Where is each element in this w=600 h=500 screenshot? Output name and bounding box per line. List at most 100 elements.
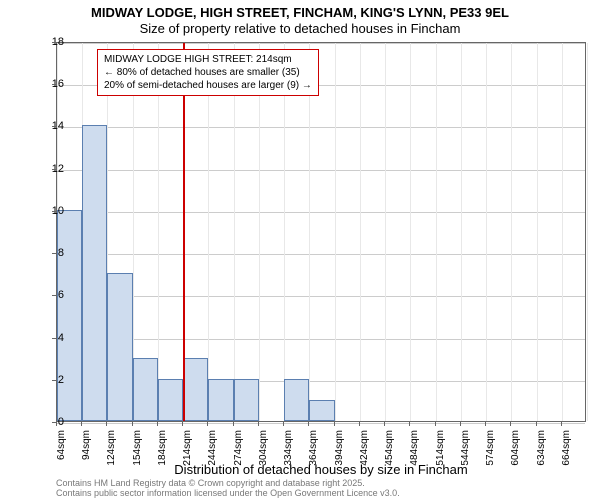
x-tick-mark (510, 422, 511, 426)
grid-line-v (562, 43, 563, 421)
grid-line (57, 43, 585, 44)
y-tick-mark (52, 84, 56, 85)
histogram-bar (107, 273, 132, 421)
x-tick-mark (334, 422, 335, 426)
histogram-bar (183, 358, 208, 421)
footer-line-2: Contains public sector information licen… (56, 488, 400, 498)
grid-line (57, 423, 585, 424)
x-tick-label: 124sqm (106, 430, 117, 470)
y-tick-mark (52, 253, 56, 254)
x-tick-label: 574sqm (485, 430, 496, 470)
grid-line-v (234, 43, 235, 421)
x-tick-mark (409, 422, 410, 426)
grid-line-v (309, 43, 310, 421)
grid-line-v (335, 43, 336, 421)
grid-line-v (259, 43, 260, 421)
plot-area: MIDWAY LODGE HIGH STREET: 214sqm← 80% of… (56, 42, 586, 422)
grid-line (57, 339, 585, 340)
grid-line-v (158, 43, 159, 421)
grid-line-v (511, 43, 512, 421)
x-tick-label: 424sqm (359, 430, 370, 470)
histogram-bar (133, 358, 158, 421)
histogram-bar (309, 400, 334, 421)
grid-line-v (587, 43, 588, 421)
histogram-bar (158, 379, 183, 421)
x-tick-label: 454sqm (384, 430, 395, 470)
y-tick-label: 2 (58, 374, 64, 386)
x-tick-label: 184sqm (157, 430, 168, 470)
y-tick-label: 6 (58, 289, 64, 301)
x-tick-label: 664sqm (561, 430, 572, 470)
y-tick-label: 8 (58, 247, 64, 259)
x-tick-mark (561, 422, 562, 426)
y-tick-label: 4 (58, 332, 64, 344)
x-tick-mark (283, 422, 284, 426)
grid-line (57, 254, 585, 255)
x-tick-mark (233, 422, 234, 426)
grid-line-v (537, 43, 538, 421)
x-tick-label: 154sqm (132, 430, 143, 470)
x-tick-label: 604sqm (510, 430, 521, 470)
x-tick-label: 334sqm (283, 430, 294, 470)
annotation-box: MIDWAY LODGE HIGH STREET: 214sqm← 80% of… (97, 49, 319, 96)
grid-line-v (360, 43, 361, 421)
x-tick-mark (182, 422, 183, 426)
y-tick-mark (52, 295, 56, 296)
x-tick-label: 274sqm (233, 430, 244, 470)
x-tick-mark (106, 422, 107, 426)
grid-line-v (385, 43, 386, 421)
x-tick-mark (56, 422, 57, 426)
x-tick-label: 244sqm (207, 430, 218, 470)
y-tick-label: 0 (58, 416, 64, 428)
grid-line-v (486, 43, 487, 421)
x-tick-mark (207, 422, 208, 426)
y-tick-mark (52, 380, 56, 381)
grid-line (57, 127, 585, 128)
x-tick-label: 394sqm (334, 430, 345, 470)
grid-line (57, 170, 585, 171)
x-tick-label: 544sqm (460, 430, 471, 470)
x-tick-mark (384, 422, 385, 426)
histogram-bar (234, 379, 259, 421)
x-tick-label: 634sqm (536, 430, 547, 470)
x-tick-mark (132, 422, 133, 426)
annotation-line: ← 80% of detached houses are smaller (35… (104, 66, 312, 79)
grid-line-v (284, 43, 285, 421)
x-tick-mark (258, 422, 259, 426)
x-tick-mark (81, 422, 82, 426)
x-tick-label: 484sqm (409, 430, 420, 470)
x-tick-label: 304sqm (258, 430, 269, 470)
x-tick-label: 514sqm (435, 430, 446, 470)
y-tick-mark (52, 211, 56, 212)
grid-line-v (208, 43, 209, 421)
marker-line (183, 43, 185, 421)
grid-line (57, 212, 585, 213)
x-tick-mark (359, 422, 360, 426)
x-tick-mark (435, 422, 436, 426)
x-tick-label: 64sqm (56, 430, 67, 470)
y-tick-mark (52, 126, 56, 127)
x-tick-mark (536, 422, 537, 426)
x-tick-label: 214sqm (182, 430, 193, 470)
x-tick-mark (460, 422, 461, 426)
annotation-line: 20% of semi-detached houses are larger (… (104, 79, 312, 92)
chart-container: MIDWAY LODGE, HIGH STREET, FINCHAM, KING… (0, 0, 600, 500)
grid-line-v (410, 43, 411, 421)
grid-line-v (436, 43, 437, 421)
histogram-bar (284, 379, 309, 421)
histogram-bar (82, 125, 107, 421)
histogram-bar (208, 379, 233, 421)
grid-line-v (461, 43, 462, 421)
footer-line-1: Contains HM Land Registry data © Crown c… (56, 478, 365, 488)
y-tick-mark (52, 169, 56, 170)
histogram-bar (57, 210, 82, 421)
chart-title: MIDWAY LODGE, HIGH STREET, FINCHAM, KING… (0, 0, 600, 20)
x-tick-mark (308, 422, 309, 426)
y-tick-mark (52, 42, 56, 43)
y-tick-mark (52, 338, 56, 339)
annotation-line: MIDWAY LODGE HIGH STREET: 214sqm (104, 53, 312, 66)
chart-subtitle: Size of property relative to detached ho… (0, 20, 600, 36)
grid-line (57, 296, 585, 297)
x-tick-mark (485, 422, 486, 426)
x-tick-label: 94sqm (81, 430, 92, 470)
